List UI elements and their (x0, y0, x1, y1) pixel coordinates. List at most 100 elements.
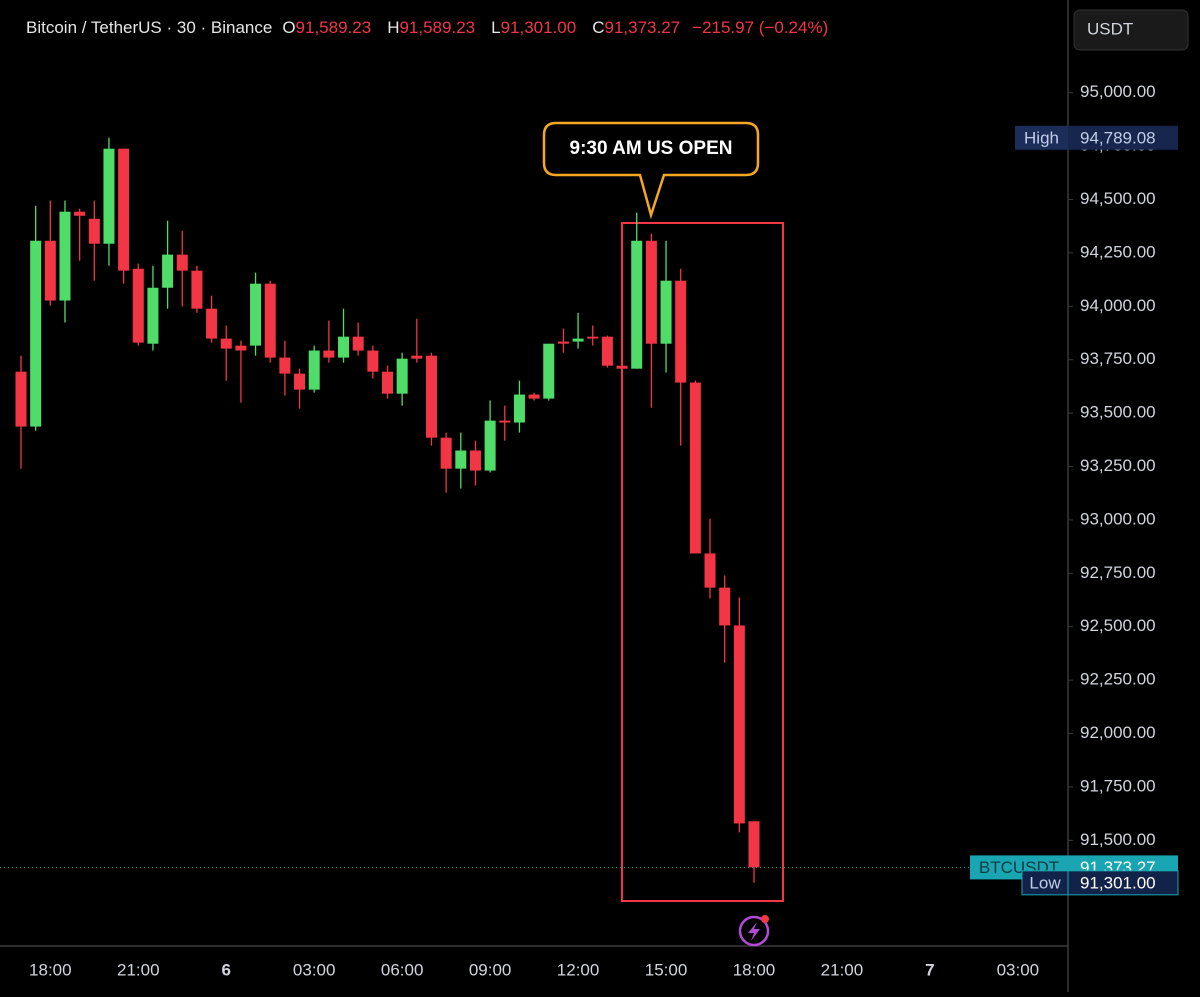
price-value: 94,789.08 (1080, 128, 1156, 147)
alert-bolt (748, 922, 760, 941)
ohlc-key: H (387, 18, 399, 37)
y-tick-label: 94,250.00 (1080, 242, 1156, 261)
candle-body (191, 270, 203, 309)
header: Bitcoin / TetherUS · 30 · Binance O 91,589… (26, 18, 828, 37)
candle-body (250, 283, 262, 346)
price-label-box (1021, 870, 1069, 896)
price-label-name: Low (1029, 873, 1061, 892)
candle-body (294, 373, 306, 390)
candle-body (147, 287, 159, 344)
candle-body (176, 254, 188, 271)
price-value-box (1067, 870, 1179, 896)
candle-body (557, 341, 569, 344)
y-tick-label: 94,000.00 (1080, 296, 1156, 315)
y-tick-label: 92,000.00 (1080, 723, 1156, 742)
x-tick-label: 18:00 (29, 960, 72, 979)
x-tick-label: 06:00 (381, 960, 424, 979)
price-label-name: High (1024, 128, 1059, 147)
candle-body (264, 283, 276, 358)
change: −215.97 (−0.24%) (692, 18, 828, 37)
candle-body (528, 394, 540, 399)
candle-body (733, 625, 745, 824)
candle-body (689, 382, 701, 554)
ohlc-key: O (282, 18, 295, 37)
alert-ring (738, 915, 770, 947)
ohlc-key: L (491, 18, 500, 37)
candle-body (631, 240, 643, 369)
candle-body (59, 211, 71, 301)
currency-button[interactable] (1073, 9, 1189, 51)
x-tick-label: 6 (222, 960, 231, 979)
y-tick-label: 93,750.00 (1080, 349, 1156, 368)
price-label-box (1015, 125, 1068, 150)
candle-body (719, 587, 731, 626)
annotation: 9:30 AM US OPEN (570, 138, 733, 159)
callout (542, 121, 760, 220)
candle-body (132, 268, 144, 343)
x-tick-label: 7 (925, 960, 934, 979)
y-tick-label: 91,500.00 (1080, 830, 1156, 849)
candle-body (118, 148, 130, 271)
y-tick-label: 95,000.00 (1080, 82, 1156, 101)
candle-body (513, 394, 525, 423)
candle-body (162, 254, 174, 288)
candle-body (15, 371, 27, 427)
y-tick-label: 93,000.00 (1080, 509, 1156, 528)
candle-body (587, 336, 599, 339)
candle-body (469, 450, 481, 471)
x-tick-label: 21:00 (117, 960, 160, 979)
candle-body (88, 218, 100, 244)
candle-body (484, 420, 496, 471)
ohlc-value: 91,373.27 (605, 18, 681, 37)
candle-body (440, 437, 452, 469)
candle-body (382, 371, 393, 394)
candle-body (103, 148, 115, 244)
candle-body (455, 450, 467, 469)
x-tick-label: 18:00 (733, 960, 776, 979)
candle-body (279, 357, 291, 374)
candle-body (543, 343, 555, 399)
price-value: 91,301.00 (1080, 873, 1156, 892)
x-tick-label: 03:00 (293, 960, 336, 979)
candle-body (616, 365, 628, 369)
candle-body (220, 338, 232, 349)
alert-dot (761, 915, 769, 923)
x-tick-label: 12:00 (557, 960, 600, 979)
x-tick-label: 15:00 (645, 960, 688, 979)
candle-body (425, 355, 437, 438)
candle-body (323, 350, 335, 358)
candle-body (660, 280, 672, 344)
y-tick-label: 92,250.00 (1080, 670, 1156, 689)
ohlc-key: C (592, 18, 604, 37)
price-value-box (1068, 125, 1178, 150)
y-tick-label: 91,750.00 (1080, 776, 1156, 795)
candle-body (411, 355, 423, 359)
candle-body (235, 345, 247, 351)
y-tick-label: 93,500.00 (1080, 403, 1156, 422)
candle-body (748, 821, 760, 868)
ohlc-value: 91,589.23 (399, 18, 475, 37)
currency: USDT (1087, 19, 1133, 38)
candle-body (645, 240, 657, 344)
x-tick-label: 03:00 (997, 960, 1040, 979)
x-tick-label: 21:00 (821, 960, 864, 979)
symbol: Bitcoin / TetherUS · 30 · Binance (26, 18, 272, 37)
candle-body (308, 350, 320, 390)
highlight-box (621, 222, 784, 902)
y-tick-label: 93,250.00 (1080, 456, 1156, 475)
candle-body (704, 553, 716, 588)
alert-icon[interactable] (738, 915, 770, 947)
candle-body (352, 336, 364, 351)
candle-body (572, 338, 584, 342)
y-tick-label: 92,500.00 (1080, 616, 1156, 635)
candle-body (499, 420, 511, 423)
candle-body (601, 336, 613, 366)
candle-body (338, 336, 350, 358)
candle-body (44, 240, 56, 301)
candle-body (367, 350, 379, 372)
candle-body (675, 280, 687, 383)
candle-body (30, 240, 42, 427)
ohlc-value: 91,301.00 (501, 18, 577, 37)
candle-body (74, 211, 86, 216)
